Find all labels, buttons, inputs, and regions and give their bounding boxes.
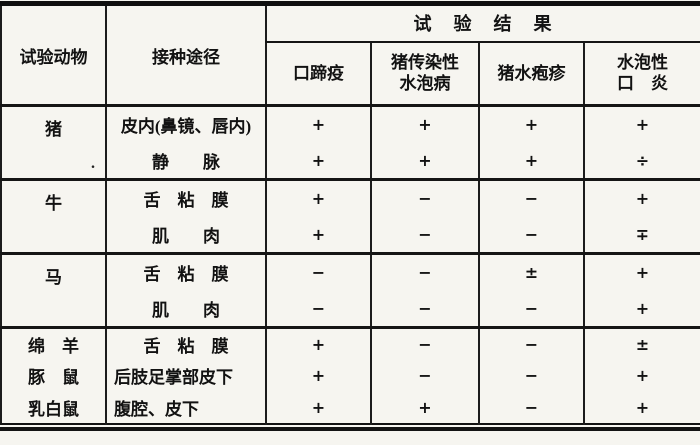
result-cell: + [583,391,700,424]
header-disease-swine-vesicular-exanthema: 猪水疱疹 [478,41,584,106]
result-cell: + [265,105,371,143]
result-cell: ± [478,253,584,291]
animal-inoculation-results-table: 试验动物 接种途径 试 验 结 果 口蹄疫 猪传染性 水泡病 猪水疱疹 [0,1,700,425]
result-cell: − [370,179,479,217]
result-cell: + [370,142,479,180]
animal-cell: 乳白鼠 [28,399,79,419]
table-outer-frame: 试验动物 接种途径 试 验 结 果 口蹄疫 猪传染性 水泡病 猪水疱疹 [0,1,700,431]
route-cell: 皮内(鼻镜、唇内) [105,105,266,143]
animal-cell: 绵 羊 [28,336,79,356]
header-disease-swine-vesicular-disease: 猪传染性 水泡病 [370,41,479,106]
table-row: 乳白鼠 腹腔、皮下 + + − + [1,391,700,424]
result-cell: + [265,327,371,360]
scan-artifact-dot: . [91,155,95,172]
result-cell: + [478,142,584,180]
result-cell: − [265,290,371,328]
result-cell: − [478,216,584,254]
table-row: 绵 羊 舌 粘 膜 + − − ± [1,327,700,360]
result-cell: − [478,359,584,392]
result-cell: − [265,253,371,291]
result-cell: − [478,290,584,328]
table-row: 马 舌 粘 膜 − − ± + [1,253,700,291]
result-cell: + [583,290,700,328]
result-cell: − [478,391,584,424]
result-cell: + [478,105,584,143]
result-cell: + [265,216,371,254]
route-cell: 肌 肉 [105,216,266,254]
result-cell: + [265,391,371,424]
result-cell: ∓ [583,216,700,254]
result-cell: − [370,216,479,254]
result-cell: + [583,179,700,217]
group-pig: 猪 皮内(鼻镜、唇内) + + + + 静 脉 + + + ÷ [1,105,700,180]
result-cell: − [370,359,479,392]
header-test-results: 试 验 结 果 [265,3,700,43]
header-disease-svd-line1: 猪传染性 [391,53,459,73]
route-cell: 后肢足掌部皮下 [105,359,266,392]
table-row: 猪 皮内(鼻镜、唇内) + + + + [1,105,700,143]
header-disease-sve-line: 猪水疱疹 [497,63,566,83]
table-row: 肌 肉 − − − + [1,290,700,328]
result-cell: ÷ [583,142,700,180]
route-cell: 肌 肉 [105,290,266,328]
table-row: 豚 鼠 后肢足掌部皮下 + − − + [1,359,700,392]
route-cell: 舌 粘 膜 [105,253,266,291]
header-disease-vs-line2: 口 炎 [617,74,668,94]
result-cell: + [370,105,479,143]
result-cell: + [265,359,371,392]
route-cell: 舌 粘 膜 [105,179,266,217]
animal-cell: 马 [45,268,62,287]
result-cell: − [370,290,479,328]
header-inoculation-route: 接种途径 [105,3,266,106]
route-cell: 静 脉 [105,142,266,180]
table-header: 试验动物 接种途径 试 验 结 果 口蹄疫 猪传染性 水泡病 猪水疱疹 [1,3,700,106]
animal-cell: 豚 鼠 [28,368,79,387]
result-cell: − [478,179,584,217]
route-cell: 腹腔、皮下 [105,391,266,424]
group-small-animals: 绵 羊 舌 粘 膜 + − − ± 豚 鼠 后肢足掌部皮下 + − − + 乳白… [1,327,700,424]
route-cell: 舌 粘 膜 [105,327,266,360]
result-cell: + [583,253,700,291]
result-cell: ± [583,327,700,360]
result-cell: − [370,327,479,360]
table-row: 牛 舌 粘 膜 + − − + [1,179,700,217]
group-cattle: 牛 舌 粘 膜 + − − + 肌 肉 + − − ∓ [1,179,700,254]
header-disease-svd-line2: 水泡病 [399,74,451,94]
result-cell: − [370,253,479,291]
header-disease-vs-line1: 水泡性 [617,53,668,73]
result-cell: + [583,105,700,143]
header-disease-vesicular-stomatitis: 水泡性 口 炎 [583,41,700,106]
result-cell: + [370,391,479,424]
table-row: 静 脉 + + + ÷ [1,142,700,180]
animal-cell: 猪 [45,120,62,139]
table-row: 肌 肉 + − − ∓ [1,216,700,254]
header-disease-fmd: 口蹄疫 [265,41,371,106]
header-test-animal: 试验动物 [19,47,88,67]
result-cell: + [583,359,700,392]
group-horse: 马 舌 粘 膜 − − ± + 肌 肉 − − − + [1,253,700,328]
animal-cell: 牛 [45,194,62,213]
result-cell: + [265,179,371,217]
result-cell: + [265,142,371,180]
result-cell: − [478,327,584,360]
header-disease-fmd-line: 口蹄疫 [293,63,344,83]
